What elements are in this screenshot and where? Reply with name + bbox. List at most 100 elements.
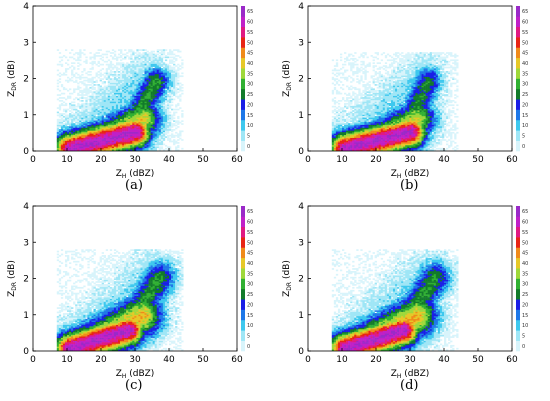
density-cell: [81, 114, 84, 117]
y-tick-label: 0: [23, 147, 29, 157]
density-cell: [160, 57, 164, 60]
density-cell: [73, 147, 76, 150]
density-cell: [372, 94, 375, 96]
density-cell: [397, 110, 400, 112]
density-cell: [75, 136, 78, 138]
density-cell: [397, 118, 400, 121]
density-cell: [175, 81, 178, 83]
density-cell: [358, 101, 361, 104]
density-cell: [390, 118, 394, 121]
density-cell: [130, 117, 133, 120]
density-cell: [62, 133, 66, 136]
density-cell: [144, 143, 147, 146]
density-cell: [144, 147, 147, 150]
density-cell: [374, 129, 377, 131]
density-cell: [378, 84, 382, 86]
density-cell: [140, 108, 143, 111]
density-cell: [89, 68, 92, 70]
density-cell: [126, 117, 129, 120]
density-cell: [171, 59, 174, 62]
density-cell: [124, 114, 127, 117]
density-cell: [134, 92, 137, 95]
density-cell: [107, 79, 111, 82]
density-cell: [152, 97, 155, 99]
density-cell: [101, 68, 104, 70]
density-cell: [360, 110, 363, 112]
density-cell: [354, 143, 357, 146]
density-cell: [150, 56, 153, 59]
density-cell: [89, 127, 92, 130]
density-cell: [126, 123, 129, 125]
density-cell: [124, 126, 127, 128]
density-cell: [97, 55, 100, 57]
density-cell: [390, 114, 394, 117]
density-cell: [58, 114, 62, 117]
density-cell: [380, 73, 384, 76]
density-cell: [138, 114, 141, 117]
density-cell: [81, 129, 84, 131]
density-cell: [179, 56, 182, 59]
density-cell: [109, 86, 113, 89]
density-cell: [148, 100, 151, 102]
density-cell: [118, 78, 121, 80]
density-cell: [120, 100, 123, 102]
density-cell: [134, 71, 137, 73]
density-cell: [148, 110, 151, 112]
density-cell: [393, 110, 396, 112]
density-cell: [162, 121, 166, 124]
density-cell: [58, 56, 62, 59]
density-cell: [395, 88, 398, 91]
density-cell: [150, 55, 153, 57]
density-cell: [128, 133, 131, 136]
density-cell: [142, 143, 145, 146]
density-cell: [350, 88, 353, 91]
density-cell: [368, 134, 371, 137]
density-cell: [384, 142, 388, 144]
density-cell: [162, 56, 166, 59]
density-cell: [138, 101, 141, 104]
density-cell: [132, 117, 135, 120]
density-cell: [173, 53, 176, 56]
density-cell: [352, 139, 355, 141]
density-cell: [160, 75, 164, 78]
density-cell: [144, 126, 147, 128]
density-cell: [160, 98, 164, 101]
density-cell: [378, 137, 382, 140]
density-cell: [124, 134, 127, 137]
density-cell: [101, 63, 104, 66]
density-cell: [148, 105, 151, 108]
density-cell: [132, 88, 135, 91]
density-cell: [128, 131, 131, 134]
density-cell: [382, 108, 386, 111]
density-cell: [368, 91, 371, 93]
density-cell: [382, 127, 386, 130]
density-cell: [60, 134, 64, 137]
density-cell: [390, 139, 394, 141]
density-cell: [64, 114, 68, 117]
density-cell: [393, 85, 396, 88]
density-cell: [175, 124, 178, 127]
density-cell: [120, 105, 123, 108]
density-cell: [152, 86, 155, 89]
density-cell: [115, 134, 119, 137]
density-cell: [81, 115, 84, 118]
density-cell: [91, 102, 94, 105]
density-cell: [397, 81, 400, 83]
density-cell: [331, 136, 335, 138]
density-cell: [169, 59, 172, 62]
density-cell: [374, 146, 377, 149]
density-cell: [331, 137, 335, 140]
density-cell: [366, 115, 369, 118]
density-cell: [89, 137, 92, 140]
density-cell: [146, 137, 149, 140]
density-cell: [156, 92, 160, 95]
density-cell: [386, 117, 390, 120]
density-cell: [132, 92, 135, 95]
density-cell: [148, 56, 151, 59]
density-cell: [150, 142, 153, 144]
density-cell: [366, 101, 369, 104]
density-cell: [166, 111, 170, 114]
density-cell: [136, 102, 139, 105]
density-cell: [364, 136, 367, 138]
density-cell: [154, 56, 158, 59]
